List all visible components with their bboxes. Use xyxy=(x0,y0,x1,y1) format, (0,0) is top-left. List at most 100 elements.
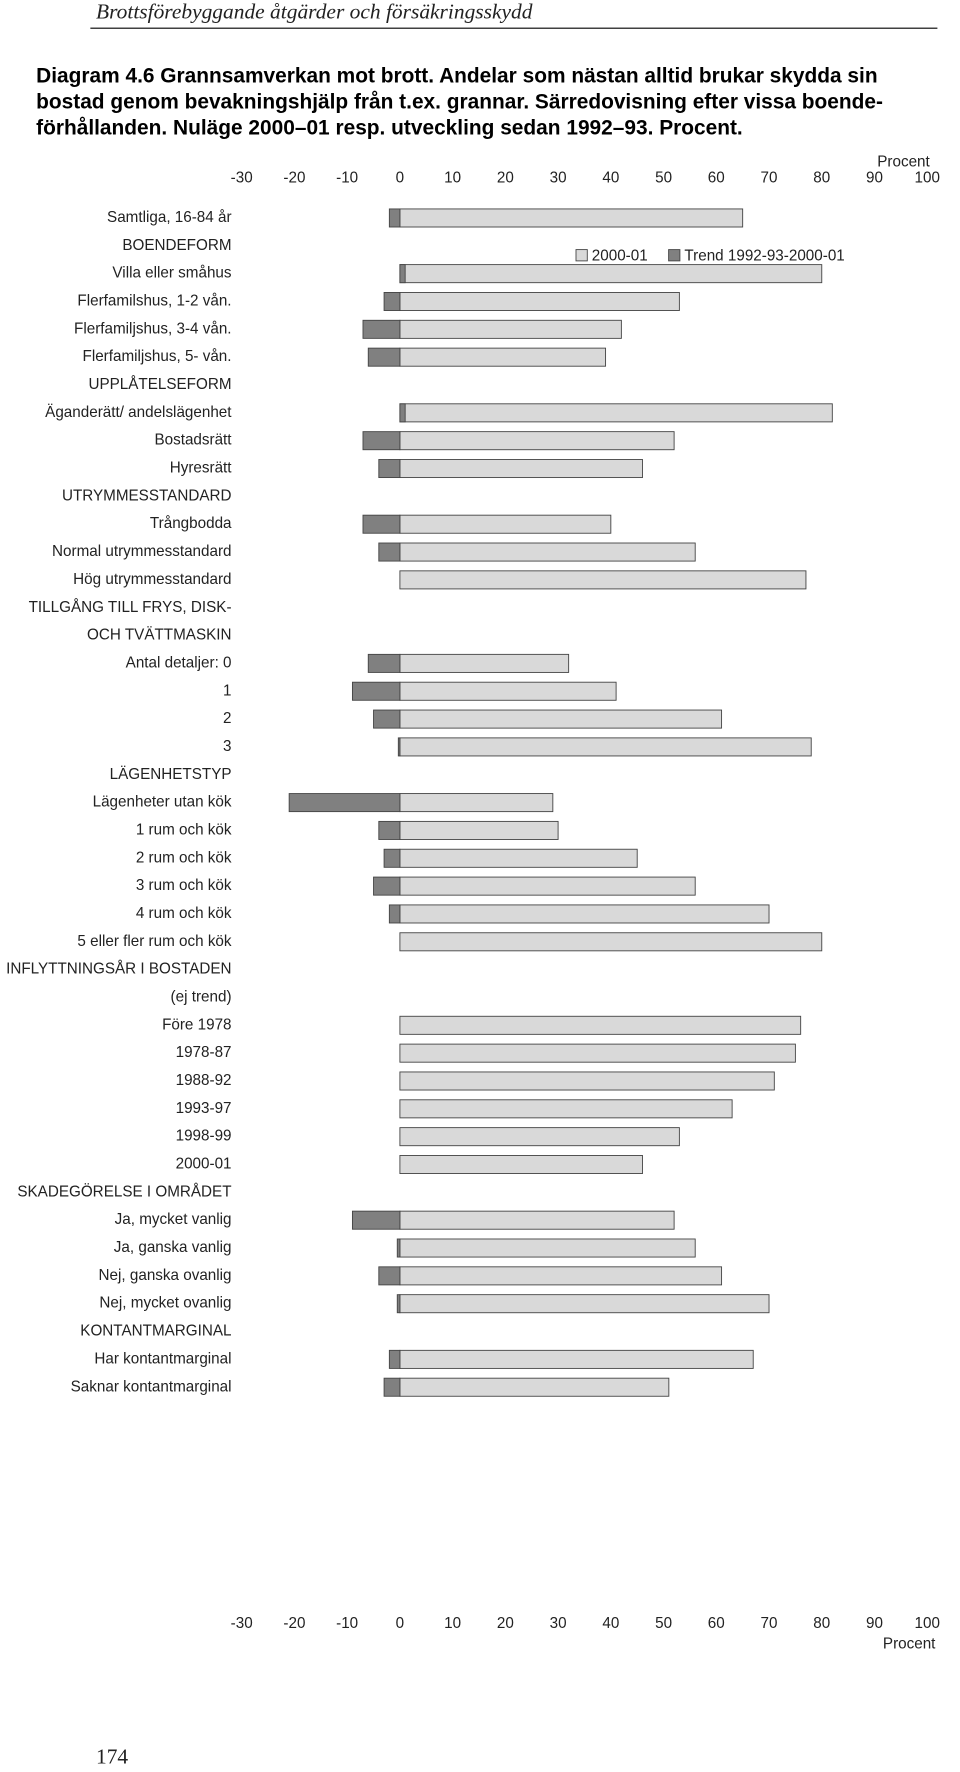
bar xyxy=(399,514,612,534)
bar xyxy=(399,681,617,701)
bar xyxy=(399,403,406,423)
bar xyxy=(399,904,770,924)
x-tick-label: 20 xyxy=(497,1615,514,1632)
bar xyxy=(351,1210,401,1230)
x-tick-label: 80 xyxy=(813,169,830,186)
chart-title-line: Diagram 4.6 Grannsamverkan mot brott. An… xyxy=(36,64,877,87)
x-tick-label: 90 xyxy=(866,169,883,186)
bar xyxy=(399,431,675,451)
y-tick-label: Nej, mycket ovanlig xyxy=(99,1295,231,1312)
bar xyxy=(399,1238,696,1258)
legend-label: 2000-01 xyxy=(592,247,648,264)
x-tick-label: 70 xyxy=(761,169,778,186)
y-tick-label: 2 xyxy=(223,710,231,727)
bar xyxy=(373,709,401,729)
bar xyxy=(399,459,643,479)
page-header: Brottsförebyggande åtgärder och försäkri… xyxy=(96,0,533,23)
x-tick-label: -30 xyxy=(231,1615,253,1632)
bar xyxy=(378,542,401,562)
x-tick-label: 50 xyxy=(655,169,672,186)
y-tick-label: Före 1978 xyxy=(162,1016,231,1033)
y-tick-label: Lägenheter utan kök xyxy=(93,794,232,811)
bar xyxy=(399,737,812,757)
x-axis-label: Procent xyxy=(883,1635,936,1652)
bar xyxy=(399,542,696,562)
y-tick-label: Flerfamiljshus, 5- vån. xyxy=(83,348,232,365)
bar xyxy=(367,347,401,367)
bar xyxy=(399,1127,680,1147)
x-tick-label: 60 xyxy=(708,169,725,186)
y-tick-label: Villa eller småhus xyxy=(112,265,231,282)
y-tick-label: BOENDEFORM xyxy=(122,237,231,254)
y-tick-label: Antal detaljer: 0 xyxy=(126,654,232,671)
bar xyxy=(399,1015,802,1035)
y-tick-label: 2000-01 xyxy=(176,1156,232,1173)
x-tick-label: 10 xyxy=(444,169,461,186)
bar xyxy=(399,1349,754,1369)
x-tick-label: 30 xyxy=(550,1615,567,1632)
x-tick-label: 90 xyxy=(866,1615,883,1632)
y-tick-label: Normal utrymmesstandard xyxy=(52,543,231,560)
y-tick-label: UTRYMMESSTANDARD xyxy=(62,487,232,504)
y-tick-label: 1988-92 xyxy=(176,1072,232,1089)
bar xyxy=(388,904,401,924)
bar xyxy=(362,431,401,451)
bar xyxy=(396,1238,401,1258)
y-tick-label: INFLYTTNINGSÅR I BOSTADEN xyxy=(6,961,231,978)
y-tick-label: 3 rum och kök xyxy=(136,877,232,894)
x-tick-label: -10 xyxy=(336,169,358,186)
bar xyxy=(288,793,401,813)
bar xyxy=(373,876,401,896)
bar xyxy=(388,1349,401,1369)
bar xyxy=(399,932,823,952)
y-tick-label: Bostadsrätt xyxy=(154,432,232,449)
y-tick-label: Trångbodda xyxy=(150,515,232,532)
x-tick-label: -10 xyxy=(336,1615,358,1632)
y-tick-label: 1998-99 xyxy=(176,1128,232,1145)
bar xyxy=(383,1377,401,1397)
y-tick-label: 2 rum och kök xyxy=(136,849,232,866)
y-tick-label: Nej, ganska ovanlig xyxy=(99,1267,232,1284)
chart-title-line: bostad genom bevakningshjälp från t.ex. … xyxy=(36,90,883,113)
x-axis-label: Procent xyxy=(877,154,930,171)
bar xyxy=(399,1377,670,1397)
x-tick-label: 100 xyxy=(915,169,940,186)
x-tick-label: -20 xyxy=(283,169,305,186)
x-tick-label: 70 xyxy=(761,1615,778,1632)
bar xyxy=(399,403,833,423)
x-tick-label: -30 xyxy=(231,169,253,186)
x-tick-label: 60 xyxy=(708,1615,725,1632)
y-tick-label: Flerfamiljshus, 3-4 vån. xyxy=(74,320,231,337)
y-tick-label: Hög utrymmesstandard xyxy=(73,571,231,588)
y-tick-label: Ja, mycket vanlig xyxy=(115,1211,232,1228)
bar xyxy=(399,1266,723,1286)
bar xyxy=(399,653,570,673)
bar xyxy=(399,208,744,228)
y-tick-label: 1978-87 xyxy=(176,1044,232,1061)
bar xyxy=(399,1071,775,1091)
y-tick-label: Samtliga, 16-84 år xyxy=(107,209,231,226)
x-tick-label: 80 xyxy=(813,1615,830,1632)
y-tick-label: KONTANTMARGINAL xyxy=(80,1323,231,1340)
bar xyxy=(399,1099,733,1119)
legend-swatch xyxy=(575,249,588,262)
y-tick-label: OCH TVÄTTMASKIN xyxy=(87,627,231,644)
bar xyxy=(399,292,680,311)
bar xyxy=(396,1294,401,1314)
y-tick-label: Har kontantmarginal xyxy=(94,1350,231,1367)
x-tick-label: 0 xyxy=(396,1615,404,1632)
bar xyxy=(367,653,401,673)
y-tick-label: SKADEGÖRELSE I OMRÅDET xyxy=(17,1182,231,1200)
x-tick-label: 20 xyxy=(497,169,514,186)
y-tick-label: (ej trend) xyxy=(171,989,232,1006)
y-tick-label: TILLGÅNG TILL FRYS, DISK- xyxy=(29,599,232,616)
bar xyxy=(388,208,401,228)
bar xyxy=(399,1155,643,1174)
x-tick-label: 100 xyxy=(915,1615,940,1632)
bar xyxy=(378,1266,401,1286)
legend-label: Trend 1992-93-2000-01 xyxy=(684,247,844,264)
x-tick-label: 40 xyxy=(602,169,619,186)
bar xyxy=(362,319,401,339)
bar xyxy=(378,820,401,840)
x-tick-label: 50 xyxy=(655,1615,672,1632)
